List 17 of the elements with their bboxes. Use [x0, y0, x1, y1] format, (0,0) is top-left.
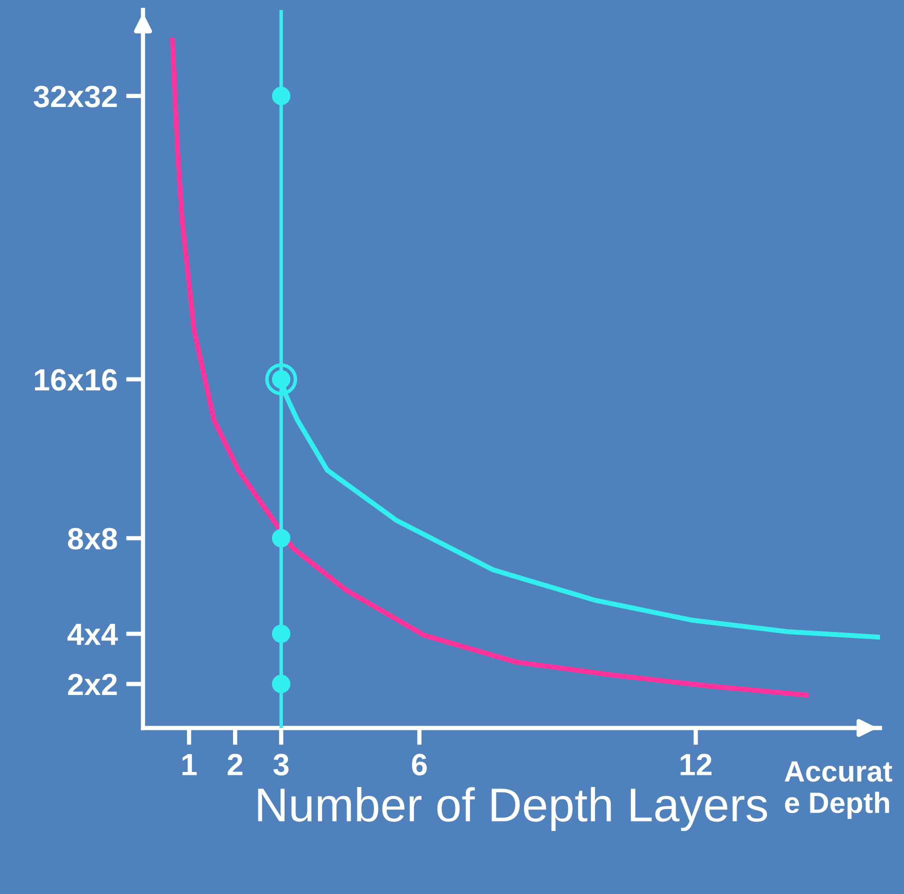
text: 16x16 [34, 369, 117, 391]
x-tick-label: 1 [182, 754, 197, 776]
x-axis-title: Number of Depth Layers [258, 787, 768, 832]
x-tick-label: 6 [412, 754, 427, 776]
point [272, 624, 290, 643]
point [265, 363, 298, 396]
text: 32x32 [34, 86, 117, 108]
text: 2x2 [68, 674, 117, 696]
point [272, 528, 290, 548]
x-tick-label: 3 [273, 754, 289, 776]
x-tick-label: 12 [680, 754, 712, 776]
point [272, 674, 290, 694]
text: 4x4 [67, 624, 118, 645]
text: Accurat e Depth [784, 761, 892, 819]
text: 8x8 [68, 528, 118, 550]
point [272, 86, 290, 106]
x-tick-label: 2 [228, 754, 242, 776]
